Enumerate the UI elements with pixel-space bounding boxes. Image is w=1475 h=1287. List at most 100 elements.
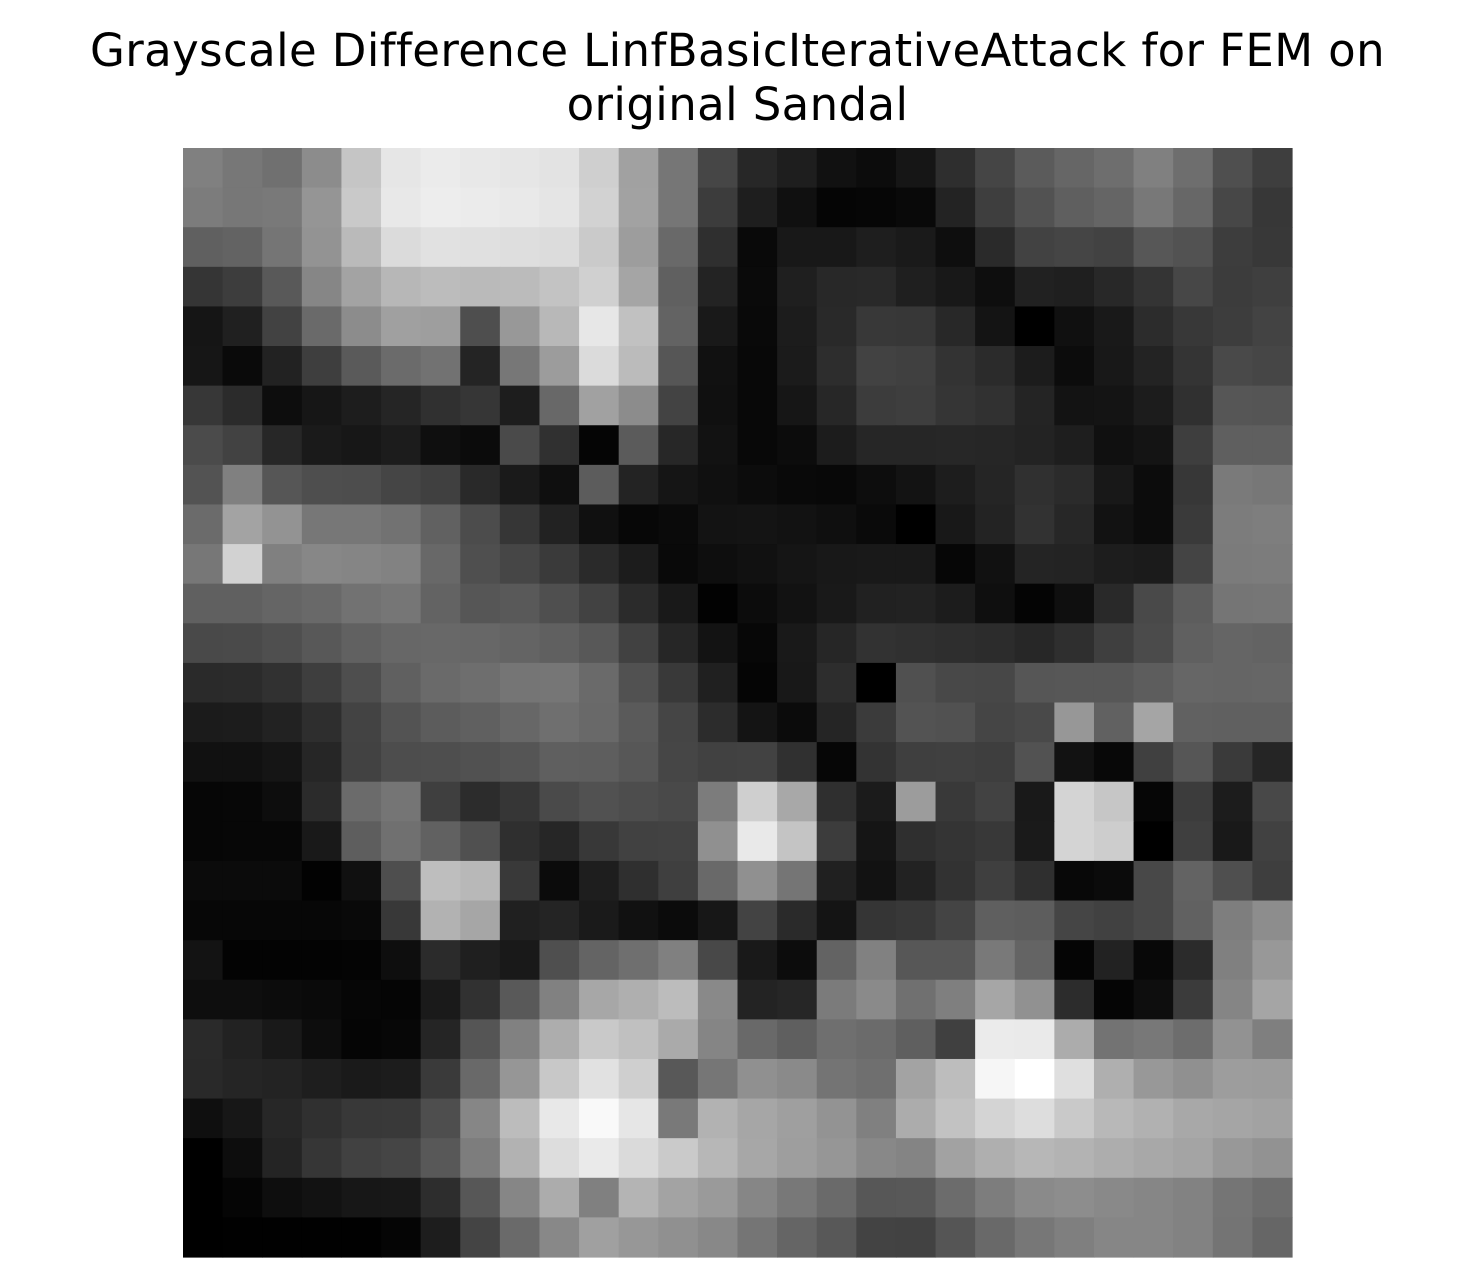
- heatmap-cell-r9-c11: [618, 504, 659, 545]
- heatmap-cell-r4-c19: [935, 306, 976, 347]
- heatmap-cell-r9-c24: [1133, 504, 1174, 545]
- heatmap-cell-r26-c8: [499, 1177, 541, 1218]
- heatmap-cell-r12-c15: [777, 623, 818, 664]
- heatmap-cell-r6-c4: [341, 385, 382, 426]
- heatmap-cell-r11-c1: [222, 583, 263, 624]
- heatmap-cell-r8-c9: [539, 464, 580, 506]
- heatmap-cell-r26-c21: [1014, 1177, 1055, 1218]
- heatmap-cell-r2-c10: [579, 227, 620, 268]
- heatmap-cell-r5-c14: [737, 346, 778, 387]
- heatmap-cell-r0-c15: [777, 148, 818, 189]
- heatmap-cell-r6-c0: [183, 385, 224, 426]
- heatmap-cell-r7-c3: [301, 425, 343, 466]
- heatmap-cell-r16-c15: [777, 781, 818, 822]
- heatmap-cell-r15-c0: [183, 742, 224, 783]
- heatmap-cell-r20-c17: [856, 940, 897, 981]
- heatmap-cell-r14-c22: [1054, 702, 1095, 743]
- heatmap-cell-r3-c8: [499, 266, 541, 308]
- heatmap-cell-r2-c22: [1054, 227, 1095, 268]
- heatmap-cell-r17-c15: [777, 821, 818, 862]
- heatmap-cell-r25-c11: [618, 1138, 659, 1179]
- heatmap-cell-r6-c23: [1093, 385, 1135, 426]
- heatmap-cell-r8-c18: [895, 464, 937, 506]
- heatmap-cell-r12-c0: [183, 623, 224, 664]
- heatmap-cell-r25-c5: [381, 1138, 422, 1179]
- heatmap-cell-r8-c22: [1054, 464, 1095, 506]
- heatmap-cell-r6-c26: [1212, 385, 1253, 426]
- heatmap-cell-r24-c3: [301, 1098, 343, 1139]
- heatmap-cell-r8-c20: [975, 464, 1016, 506]
- heatmap-cell-r8-c23: [1093, 464, 1135, 506]
- heatmap-cell-r2-c23: [1093, 227, 1135, 268]
- heatmap-cell-r15-c11: [618, 742, 659, 783]
- heatmap-cell-r5-c11: [618, 346, 659, 387]
- heatmap-cell-r17-c20: [975, 821, 1016, 862]
- heatmap-cell-r27-c22: [1054, 1217, 1095, 1258]
- heatmap-cell-r5-c3: [301, 346, 343, 387]
- heatmap-cell-r15-c12: [658, 742, 699, 783]
- heatmap-cell-r1-c25: [1173, 187, 1214, 228]
- heatmap-cell-r7-c12: [658, 425, 699, 466]
- heatmap-cell-r24-c6: [420, 1098, 461, 1139]
- heatmap-cell-r12-c13: [697, 623, 739, 664]
- heatmap-cell-r12-c24: [1133, 623, 1174, 664]
- heatmap-cell-r17-c22: [1054, 821, 1095, 862]
- heatmap-cell-r16-c5: [381, 781, 422, 822]
- heatmap-cell-r16-c7: [460, 781, 501, 822]
- heatmap-cell-r5-c13: [697, 346, 739, 387]
- heatmap-cell-r4-c15: [777, 306, 818, 347]
- heatmap-cell-r19-c8: [499, 900, 541, 941]
- heatmap-cell-r5-c7: [460, 346, 501, 387]
- heatmap-cell-r2-c11: [618, 227, 659, 268]
- heatmap-cell-r5-c24: [1133, 346, 1174, 387]
- heatmap-cell-r17-c13: [697, 821, 739, 862]
- heatmap-cell-r12-c10: [579, 623, 620, 664]
- heatmap-cell-r6-c14: [737, 385, 778, 426]
- heatmap-cell-r4-c9: [539, 306, 580, 347]
- heatmap-cell-r22-c17: [856, 1019, 897, 1060]
- heatmap-cell-r12-c23: [1093, 623, 1135, 664]
- heatmap-cell-r9-c17: [856, 504, 897, 545]
- heatmap-cell-r18-c24: [1133, 860, 1174, 902]
- heatmap-cell-r9-c20: [975, 504, 1016, 545]
- heatmap-cell-r18-c2: [262, 860, 303, 902]
- heatmap-cell-r17-c10: [579, 821, 620, 862]
- heatmap-cell-r0-c23: [1093, 148, 1135, 189]
- heatmap-cell-r1-c5: [381, 187, 422, 228]
- heatmap-cell-r11-c13: [697, 583, 739, 624]
- heatmap-cell-r17-c17: [856, 821, 897, 862]
- heatmap-cell-r17-c3: [301, 821, 343, 862]
- heatmap-cell-r8-c12: [658, 464, 699, 506]
- heatmap-cell-r26-c5: [381, 1177, 422, 1218]
- heatmap-cell-r20-c4: [341, 940, 382, 981]
- heatmap-cell-r8-c24: [1133, 464, 1174, 506]
- chart-title-line-2: original Sandal: [566, 78, 909, 131]
- heatmap-cell-r22-c4: [341, 1019, 382, 1060]
- heatmap-cell-r21-c13: [697, 979, 739, 1020]
- heatmap-cell-r7-c16: [816, 425, 857, 466]
- heatmap-cell-r2-c27: [1252, 227, 1293, 268]
- heatmap-cell-r1-c13: [697, 187, 739, 228]
- heatmap-cell-r24-c4: [341, 1098, 382, 1139]
- heatmap-cell-r1-c8: [499, 187, 541, 228]
- heatmap-cell-r21-c25: [1173, 979, 1214, 1020]
- heatmap-cell-r13-c2: [262, 662, 303, 704]
- heatmap-cell-r8-c5: [381, 464, 422, 506]
- heatmap-cell-r14-c16: [816, 702, 857, 743]
- heatmap-cell-r4-c5: [381, 306, 422, 347]
- heatmap-cell-r7-c26: [1212, 425, 1253, 466]
- heatmap-cell-r6-c15: [777, 385, 818, 426]
- heatmap-cell-r6-c2: [262, 385, 303, 426]
- heatmap-cell-r19-c12: [658, 900, 699, 941]
- heatmap-cell-r9-c7: [460, 504, 501, 545]
- heatmap-cell-r8-c27: [1252, 464, 1293, 506]
- heatmap-cell-r11-c3: [301, 583, 343, 624]
- heatmap-cell-r23-c23: [1093, 1058, 1135, 1100]
- heatmap-cell-r11-c2: [262, 583, 303, 624]
- heatmap-cell-r0-c0: [183, 148, 224, 189]
- heatmap-cell-r13-c24: [1133, 662, 1174, 704]
- heatmap-cell-r27-c18: [895, 1217, 937, 1258]
- heatmap-cell-r27-c1: [222, 1217, 263, 1258]
- heatmap-cell-r26-c11: [618, 1177, 659, 1218]
- heatmap-cell-r8-c4: [341, 464, 382, 506]
